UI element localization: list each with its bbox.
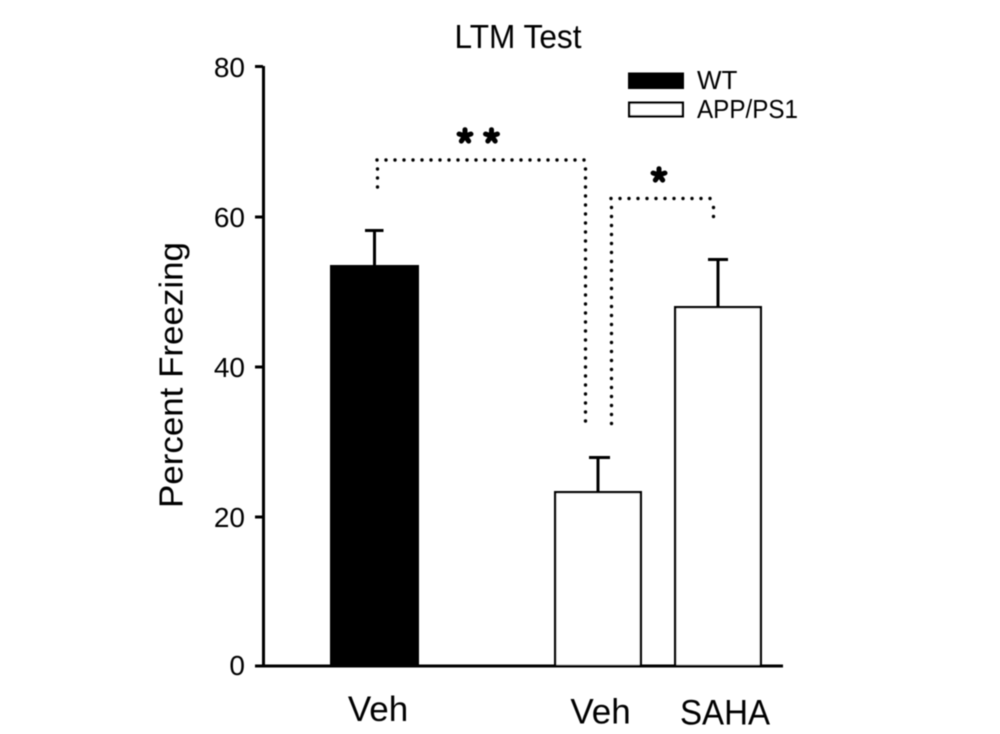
svg-text:40: 40 (214, 352, 245, 383)
svg-text:LTM Test: LTM Test (455, 18, 582, 55)
svg-text:Veh: Veh (348, 690, 408, 729)
svg-text:Veh: Veh (570, 693, 630, 732)
svg-text:60: 60 (214, 202, 245, 233)
svg-text:SAHA: SAHA (680, 694, 771, 733)
svg-text:80: 80 (214, 52, 245, 83)
svg-text:0: 0 (229, 650, 245, 681)
svg-text:Percent Freezing: Percent Freezing (153, 242, 190, 508)
svg-text:20: 20 (214, 502, 245, 533)
svg-text:APP/PS1: APP/PS1 (697, 96, 798, 124)
svg-text:WT: WT (697, 65, 738, 95)
